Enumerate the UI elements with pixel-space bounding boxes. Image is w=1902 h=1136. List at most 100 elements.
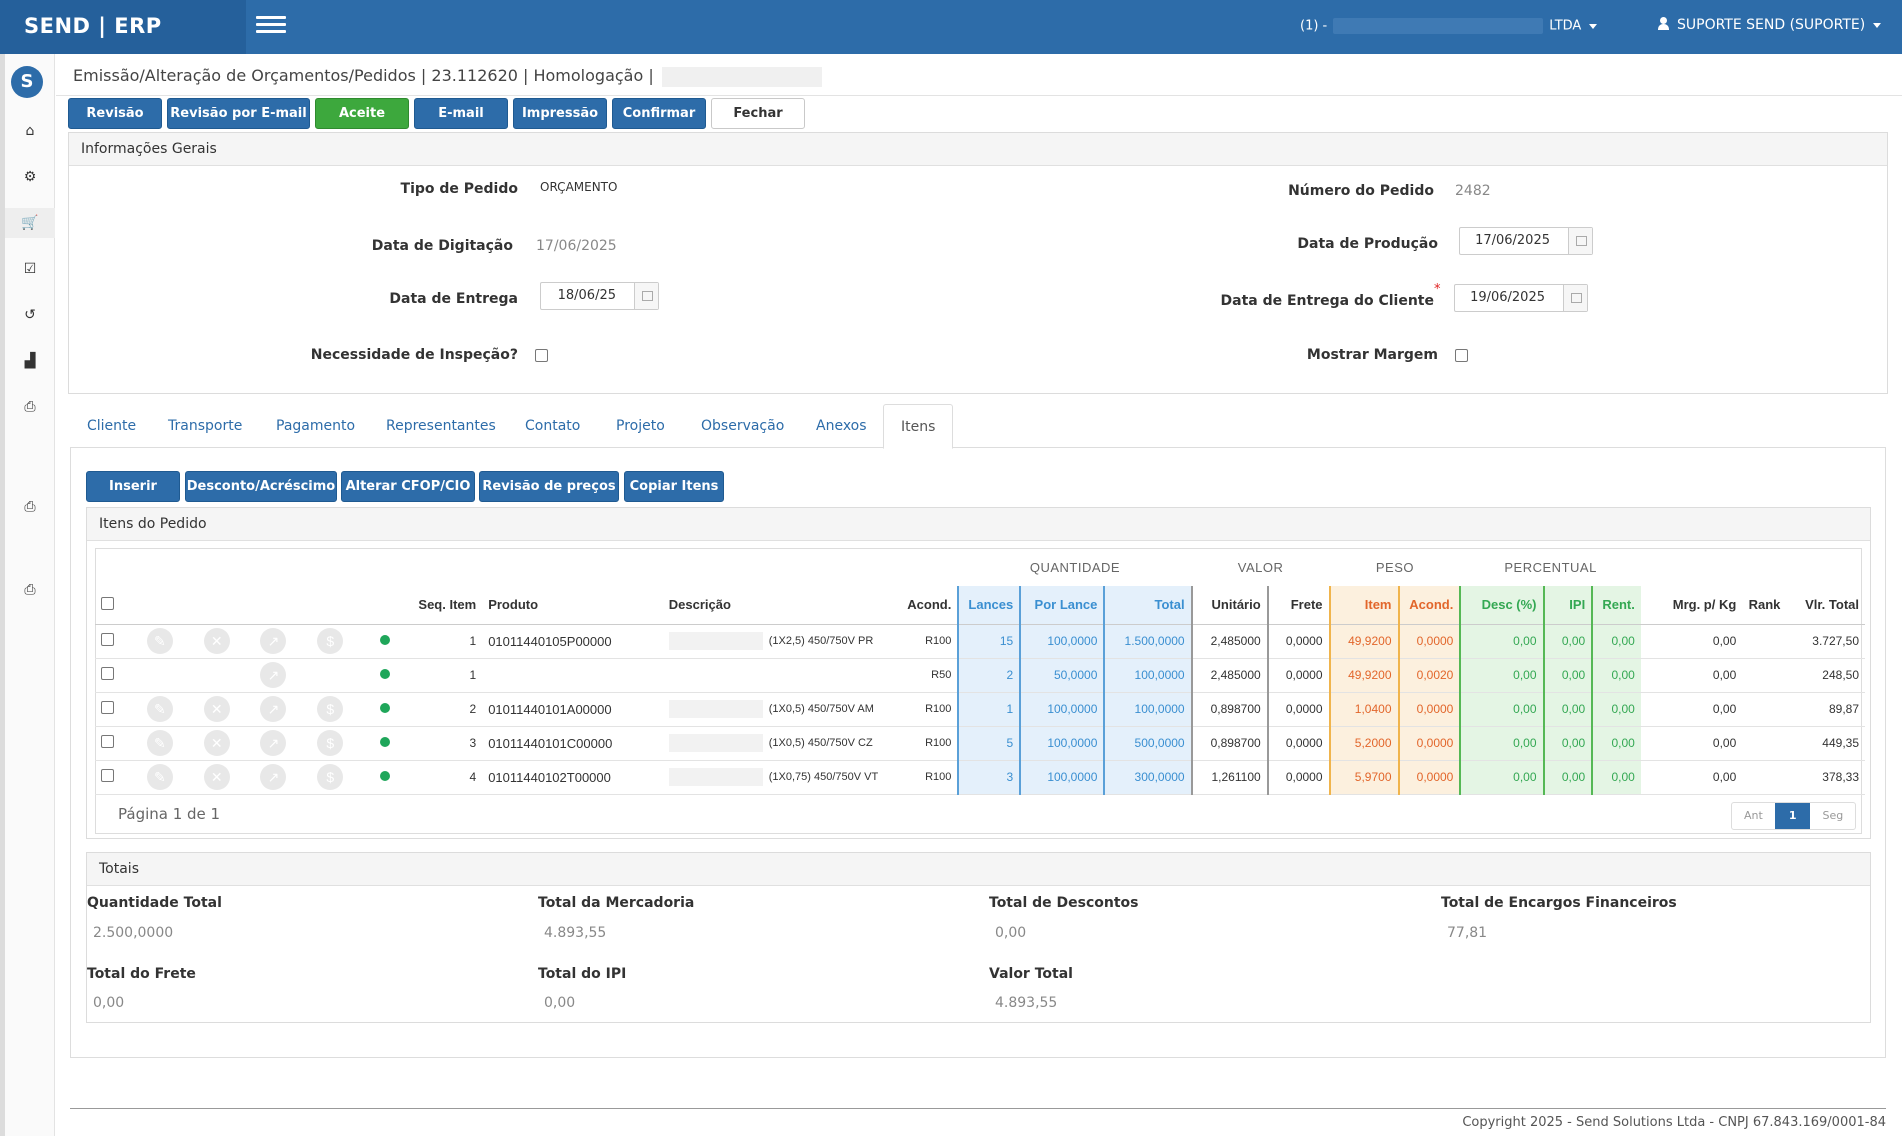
impressao-button[interactable]: Impressão: [513, 98, 607, 129]
trend-chart-icon[interactable]: ↗: [260, 730, 287, 756]
edit-icon[interactable]: ✎: [146, 696, 173, 722]
tab-transporte[interactable]: Transporte: [168, 418, 243, 434]
print-icon[interactable]: ⎙: [24, 582, 36, 598]
col-vlr-total[interactable]: Vlr. Total: [1786, 586, 1865, 625]
price-dollar-icon[interactable]: $: [317, 696, 344, 722]
cell-lances[interactable]: 3: [957, 760, 1021, 795]
cell-lances[interactable]: 2: [957, 658, 1021, 693]
print-icon[interactable]: ⎙: [24, 499, 36, 515]
trend-chart-icon[interactable]: ↗: [260, 764, 287, 790]
tab-observacao[interactable]: Observação: [701, 418, 785, 434]
delete-icon[interactable]: ✕: [203, 764, 230, 790]
revisao-button[interactable]: Revisão: [68, 98, 162, 129]
next-page-button[interactable]: Seg: [1822, 809, 1844, 822]
col-ipi[interactable]: IPI: [1542, 586, 1593, 625]
revisao-precos-button[interactable]: Revisão de preços: [479, 471, 619, 502]
price-dollar-icon[interactable]: $: [317, 730, 344, 756]
data-entrega-input[interactable]: 18/06/25: [540, 282, 659, 310]
trend-chart-icon[interactable]: ↗: [260, 696, 287, 722]
col-total[interactable]: Total: [1103, 586, 1192, 625]
trend-chart-icon[interactable]: ↗: [260, 662, 287, 688]
row-checkbox[interactable]: [101, 633, 114, 646]
trend-chart-icon[interactable]: ↗: [260, 628, 287, 654]
table-row[interactable]: ✎ ✕ ↗ $3 01011440101C00000 (1X0,5) 450/750V C…: [95, 726, 1865, 761]
cell-por-lance[interactable]: 100,0000: [1019, 726, 1105, 761]
inspecao-checkbox[interactable]: [535, 349, 548, 362]
cell-lances[interactable]: 1: [957, 692, 1021, 727]
mostrar-margem-checkbox[interactable]: [1455, 349, 1468, 362]
data-producao-input[interactable]: 17/06/2025: [1459, 227, 1593, 255]
email-button[interactable]: E-mail: [414, 98, 508, 129]
row-checkbox[interactable]: [101, 769, 114, 782]
cell-lances[interactable]: 15: [957, 624, 1021, 659]
home-icon[interactable]: ⌂: [25, 123, 35, 139]
revisao-email-button[interactable]: Revisão por E-mail: [167, 98, 310, 129]
delete-icon[interactable]: ✕: [203, 696, 230, 722]
edit-icon[interactable]: ✎: [146, 730, 173, 756]
col-lances[interactable]: Lances: [957, 586, 1021, 625]
aceite-button[interactable]: Aceite: [315, 98, 409, 129]
cell-por-lance[interactable]: 100,0000: [1019, 624, 1105, 659]
col-unitario[interactable]: Unitário: [1190, 586, 1268, 625]
col-mrg[interactable]: Mrg. p/ Kg: [1640, 586, 1743, 625]
row-checkbox[interactable]: [101, 667, 114, 680]
cell-por-lance[interactable]: 100,0000: [1019, 760, 1105, 795]
copiar-itens-button[interactable]: Copiar Itens: [624, 471, 724, 502]
inserir-button[interactable]: Inserir: [86, 471, 180, 502]
tab-representantes[interactable]: Representantes: [386, 418, 496, 434]
tab-itens[interactable]: Itens: [883, 404, 954, 449]
col-produto[interactable]: Produto: [482, 586, 663, 625]
current-page-button[interactable]: 1: [1774, 803, 1811, 829]
col-seq[interactable]: Seq. Item: [411, 586, 483, 625]
calendar-icon[interactable]: [1563, 285, 1587, 311]
col-peso-item[interactable]: Item: [1328, 586, 1399, 625]
alterar-cfop-button[interactable]: Alterar CFOP/CIO: [341, 471, 475, 502]
edit-icon[interactable]: ✎: [146, 764, 173, 790]
cell-por-lance[interactable]: 100,0000: [1019, 692, 1105, 727]
calendar-icon[interactable]: [634, 283, 658, 309]
user-menu[interactable]: SUPORTE SEND (SUPORTE): [1658, 17, 1882, 33]
data-entrega-cliente-input[interactable]: 19/06/2025: [1454, 284, 1588, 312]
settings-icon[interactable]: ⚙: [23, 169, 37, 185]
delete-icon[interactable]: ✕: [203, 628, 230, 654]
desconto-acrescimo-button[interactable]: Desconto/Acréscimo: [185, 471, 337, 502]
table-row[interactable]: ✎ ✕ ↗ $1 01011440105P00000 (1X2,5) 450/750V P…: [95, 624, 1865, 659]
chart-icon[interactable]: ▟: [24, 353, 36, 369]
menu-toggle-icon[interactable]: [256, 16, 286, 36]
cell-por-lance[interactable]: 50,0000: [1019, 658, 1105, 693]
tab-anexos[interactable]: Anexos: [816, 418, 867, 434]
col-desc[interactable]: Desc (%): [1459, 586, 1544, 625]
table-row[interactable]: ✎ ✕ ↗ $4 01011440102T00000 (1X0,75) 450/750V …: [95, 760, 1865, 795]
col-frete[interactable]: Frete: [1266, 586, 1330, 625]
history-icon[interactable]: ↺: [24, 307, 36, 323]
col-rank[interactable]: Rank: [1742, 586, 1787, 625]
col-por-lance[interactable]: Por Lance: [1019, 586, 1105, 625]
tab-pagamento[interactable]: Pagamento: [276, 418, 356, 434]
edit-icon[interactable]: ✎: [146, 628, 173, 654]
price-dollar-icon[interactable]: $: [317, 628, 344, 654]
cart-icon[interactable]: 🛒: [5, 208, 55, 238]
tab-cliente[interactable]: Cliente: [87, 418, 137, 434]
col-peso-acond[interactable]: Acond.: [1397, 586, 1461, 625]
cell-lances[interactable]: 5: [957, 726, 1021, 761]
confirmar-button[interactable]: Confirmar: [612, 98, 706, 129]
tab-projeto[interactable]: Projeto: [616, 418, 665, 434]
brand-logo[interactable]: SEND | ERP: [0, 0, 246, 54]
tab-contato[interactable]: Contato: [525, 418, 581, 434]
price-dollar-icon[interactable]: $: [317, 764, 344, 790]
delete-icon[interactable]: ✕: [203, 730, 230, 756]
calendar-icon[interactable]: [1568, 228, 1592, 254]
select-all-checkbox[interactable]: [101, 596, 114, 610]
row-checkbox[interactable]: [101, 735, 114, 748]
table-row[interactable]: ✎ ✕ ↗ $2 01011440101A00000 (1X0,5) 450/750V A…: [95, 692, 1865, 727]
table-row[interactable]: ↗ 1 R50 2 50,0000 100,0000 2,485000 0,0000 49,92…: [95, 658, 1865, 693]
col-rent[interactable]: Rent.: [1591, 586, 1641, 625]
row-checkbox[interactable]: [101, 701, 114, 714]
company-selector[interactable]: (1) - LTDA: [1300, 18, 1598, 34]
check-square-icon[interactable]: ☑: [23, 261, 37, 277]
col-descricao[interactable]: Descrição: [662, 586, 888, 625]
print-icon[interactable]: ⎙: [24, 399, 36, 415]
col-acond[interactable]: Acond.: [887, 586, 959, 625]
prev-page-button[interactable]: Ant: [1744, 809, 1763, 822]
send-logo-icon[interactable]: S: [11, 66, 43, 98]
